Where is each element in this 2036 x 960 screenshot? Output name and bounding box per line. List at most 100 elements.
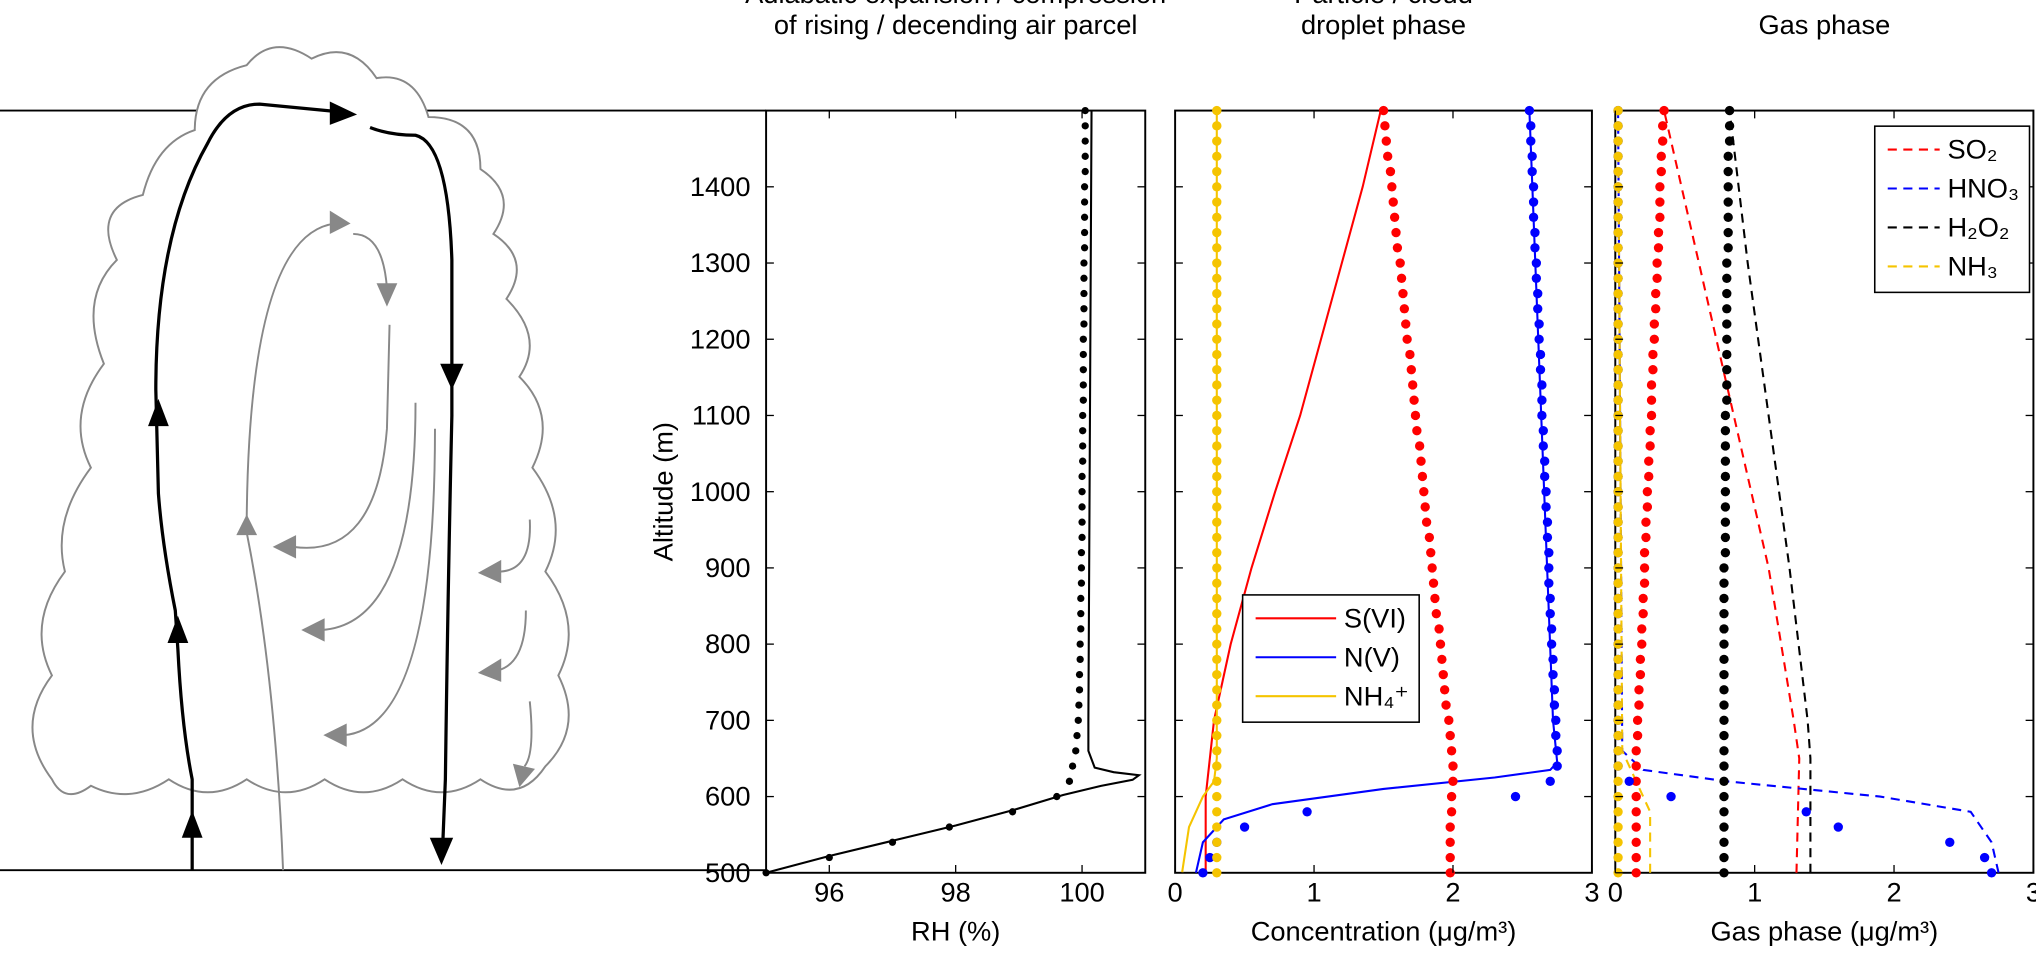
data-point <box>1613 151 1623 161</box>
data-point <box>1720 456 1731 466</box>
data-point <box>1431 608 1441 619</box>
data-point <box>1634 685 1644 695</box>
data-point <box>1719 837 1729 847</box>
x-tick-label: 96 <box>814 876 844 907</box>
data-point <box>1531 273 1542 283</box>
data-point <box>1409 395 1419 405</box>
data-point <box>1446 791 1457 802</box>
data-point <box>1722 258 1732 268</box>
data-point <box>1076 640 1084 648</box>
data-point <box>1638 608 1648 619</box>
data-point <box>1541 487 1551 497</box>
data-point <box>1385 166 1396 177</box>
data-point <box>1079 396 1087 404</box>
data-point <box>1212 822 1222 832</box>
data-point <box>1212 227 1222 238</box>
y-tick-label: 1300 <box>690 247 751 278</box>
data-point <box>1722 395 1732 405</box>
data-point <box>1719 593 1729 604</box>
data-point <box>1653 243 1664 253</box>
data-point <box>1406 365 1416 375</box>
data-point <box>1212 837 1222 847</box>
data-point <box>1212 502 1222 512</box>
data-point <box>1613 578 1623 588</box>
arrow-path <box>353 232 388 289</box>
data-point <box>1380 121 1390 131</box>
legend-label: H₂O₂ <box>1947 212 2009 243</box>
series-line <box>1663 110 1801 873</box>
data-point <box>1551 715 1561 726</box>
data-point <box>1719 685 1729 695</box>
legend: SO₂ HNO₃ H₂O₂ NH₃ <box>1873 125 2031 294</box>
data-point <box>1613 624 1623 634</box>
data-point <box>1642 487 1653 497</box>
data-point <box>1212 807 1222 817</box>
data-point <box>1542 532 1553 543</box>
data-point <box>1079 366 1087 374</box>
x-axis-label: Concentration (μg/m³) <box>1251 915 1517 946</box>
arrowhead <box>477 658 502 682</box>
data-point <box>1392 243 1403 253</box>
data-point <box>1613 288 1623 299</box>
series-line <box>1204 110 1382 873</box>
data-point <box>1212 166 1222 177</box>
data-point <box>1212 456 1222 466</box>
data-point <box>1198 868 1208 878</box>
data-point <box>1637 639 1647 649</box>
data-point <box>1212 654 1222 665</box>
data-point <box>1537 380 1547 390</box>
data-point <box>1079 335 1087 343</box>
data-point <box>1649 319 1659 329</box>
data-point <box>1631 837 1641 847</box>
arrow-path <box>245 532 285 871</box>
data-point <box>1537 395 1547 405</box>
data-point <box>1528 212 1539 222</box>
data-point <box>1635 669 1646 680</box>
data-point <box>1212 578 1222 588</box>
data-point <box>1212 593 1222 604</box>
data-point <box>1632 730 1643 741</box>
arrowhead <box>477 559 502 584</box>
data-point <box>1659 105 1669 116</box>
data-point <box>1212 197 1222 207</box>
data-point <box>1546 624 1557 634</box>
data-point <box>1399 304 1410 314</box>
data-point <box>1212 746 1222 756</box>
updraft-arrowheads <box>148 101 464 865</box>
data-point <box>1651 288 1661 299</box>
data-point <box>1649 334 1659 344</box>
data-point <box>1533 288 1543 299</box>
data-point <box>1212 273 1222 283</box>
data-point <box>1631 807 1641 817</box>
data-point <box>1080 320 1088 328</box>
data-point <box>1445 730 1455 741</box>
data-point <box>1719 868 1729 878</box>
data-point <box>1077 549 1086 557</box>
data-point <box>1655 182 1665 192</box>
data-point <box>1212 288 1222 299</box>
data-point <box>1722 319 1732 329</box>
data-point <box>1613 426 1623 436</box>
data-point <box>1080 259 1088 267</box>
updraft-path <box>154 102 454 871</box>
data-point <box>1074 716 1082 724</box>
arrow-path <box>321 402 417 631</box>
data-point <box>1624 776 1634 786</box>
data-point <box>1212 243 1222 253</box>
data-point <box>1545 776 1555 786</box>
data-point <box>1398 288 1408 299</box>
data-point <box>1205 852 1215 863</box>
data-point <box>1537 410 1547 421</box>
data-point <box>1719 654 1729 665</box>
legend-box <box>1241 594 1420 723</box>
data-point <box>1723 227 1733 238</box>
cloud-outline <box>31 46 570 796</box>
data-point <box>1724 105 1735 116</box>
data-point <box>1401 319 1411 329</box>
data-point <box>1524 105 1535 116</box>
data-point <box>1530 227 1540 238</box>
data-point <box>1530 243 1540 253</box>
data-point <box>1651 304 1661 314</box>
data-point <box>1631 776 1641 786</box>
data-point <box>1395 258 1405 268</box>
